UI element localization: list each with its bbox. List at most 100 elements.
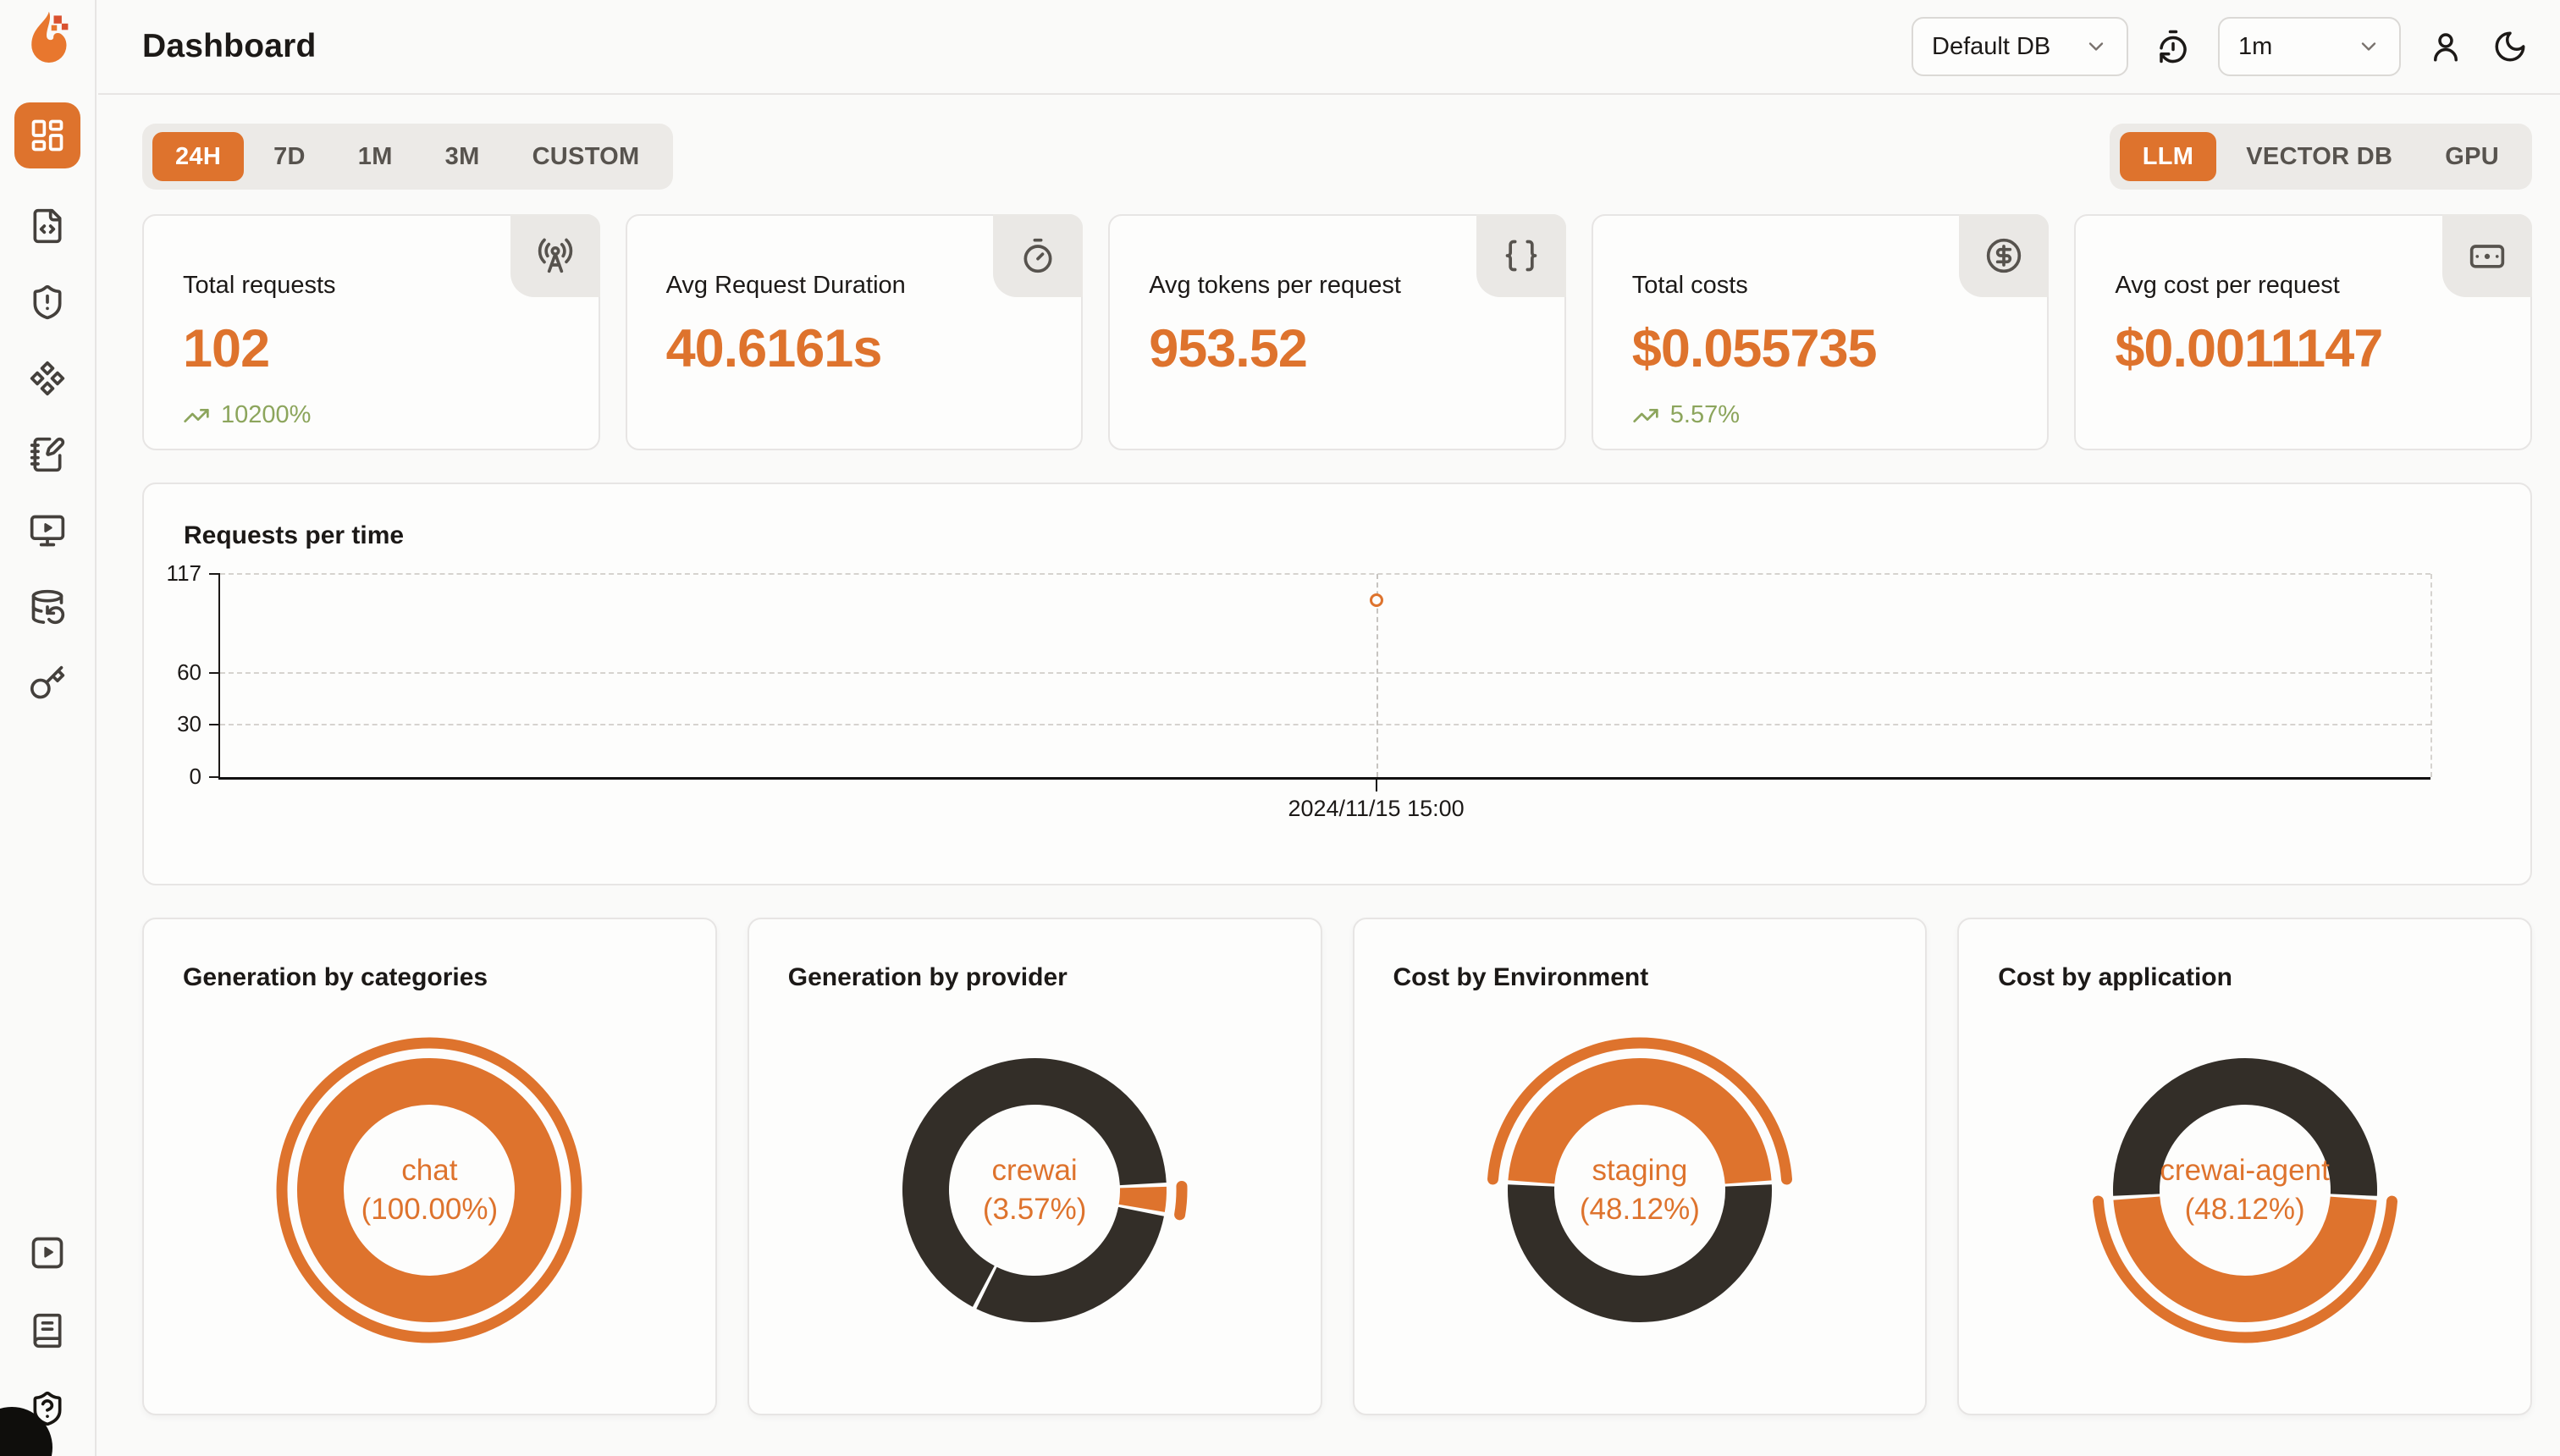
donut-label-name: crewai — [991, 1153, 1078, 1187]
toolbar: 24H 7D 1M 3M CUSTOM LLM VECTOR DB GPU — [142, 124, 2532, 190]
donut-label-percent: (48.12%) — [2184, 1193, 2305, 1226]
y-tick-mark — [209, 724, 220, 726]
database-select[interactable]: Default DB — [1912, 17, 2128, 76]
tab-gpu[interactable]: GPU — [2445, 142, 2499, 170]
sidebar-item-tutorials[interactable] — [29, 1234, 66, 1271]
stat-value: 953.52 — [1149, 319, 1308, 378]
stat-card-total-requests: Total requests 102 10200% — [142, 214, 600, 450]
sidebar-item-registry[interactable] — [29, 360, 66, 397]
monitor-play-icon — [29, 512, 66, 549]
sidebar-item-datasets[interactable] — [29, 588, 66, 626]
user-icon — [2428, 29, 2463, 64]
y-tick-label: 30 — [177, 711, 201, 737]
donut-label-percent: (100.00%) — [361, 1193, 499, 1226]
requests-per-time-card: Requests per time 117 60 30 0 2024/11/15 15:… — [142, 483, 2532, 885]
shield-question-icon — [29, 1390, 66, 1427]
stat-card-avg-tokens: Avg tokens per request 953.52 — [1108, 214, 1566, 450]
requests-per-time-chart: 117 60 30 0 2024/11/15 15:00 — [144, 560, 2530, 850]
stat-title: Avg Request Duration — [665, 272, 906, 299]
refresh-interval-button[interactable] — [2154, 27, 2193, 66]
generation-by-provider-card: Generation by provider crewai (3.57%) — [747, 918, 1322, 1415]
tab-24h[interactable]: 24H — [152, 132, 245, 181]
stat-title: Total requests — [183, 272, 336, 299]
sidebar-item-dashboard[interactable] — [14, 102, 80, 168]
sidebar-bottom-nav — [29, 1234, 66, 1427]
donut-label-percent: (3.57%) — [982, 1193, 1087, 1226]
layout-dashboard-icon — [29, 117, 66, 154]
tab-7d[interactable]: 7D — [273, 142, 306, 170]
database-backup-icon — [29, 588, 66, 626]
tab-3m[interactable]: 3M — [444, 142, 480, 170]
donut-label-name: chat — [401, 1153, 458, 1187]
key-icon — [29, 665, 66, 702]
donut-label-name: crewai-agent — [2160, 1153, 2330, 1187]
y-axis — [218, 574, 220, 777]
donut-chart — [276, 1037, 582, 1343]
timer-reset-icon — [2155, 29, 2191, 64]
donut-chart — [902, 1058, 1188, 1322]
stat-delta: 10200% — [183, 401, 560, 429]
stat-card-avg-cost: Avg cost per request $0.0011147 — [2074, 214, 2532, 450]
stat-delta-value: 5.57% — [1669, 401, 1741, 428]
tab-vector-db[interactable]: VECTOR DB — [2246, 142, 2393, 170]
sidebar-nav — [14, 102, 80, 702]
cost-by-environment-donut: staging (48.12%) — [1486, 1036, 1794, 1344]
file-code-icon — [29, 207, 66, 245]
resource-tabs: LLM VECTOR DB GPU — [2109, 124, 2532, 190]
stat-card-avg-duration: Avg Request Duration 40.6161s — [625, 214, 1084, 450]
donut-chart — [1487, 1037, 1792, 1322]
braces-icon — [1476, 214, 1566, 297]
gridline — [220, 573, 2430, 575]
donut-center-label: crewai (3.57%) — [880, 1036, 1189, 1344]
generation-by-categories-card: Generation by categories chat (100.00%) — [142, 918, 717, 1415]
sidebar-item-traces[interactable] — [29, 207, 66, 245]
app-logo[interactable] — [22, 8, 73, 72]
circle-dollar-sign-icon — [1959, 214, 2050, 297]
stat-delta-value: 10200% — [221, 401, 312, 428]
sidebar-item-api-keys[interactable] — [29, 665, 66, 702]
book-icon — [29, 1312, 66, 1349]
interval-select[interactable]: 1m — [2218, 17, 2401, 76]
account-button[interactable] — [2426, 27, 2465, 66]
timer-icon — [993, 214, 1084, 297]
database-select-value: Default DB — [1932, 32, 2051, 60]
stat-cards-row: Total requests 102 10200% Avg Request Du… — [142, 214, 2532, 450]
interval-select-value: 1m — [2238, 32, 2273, 60]
cost-by-application-card: Cost by application crewai-agent (48.12%… — [1957, 918, 2532, 1415]
pointer-line — [1376, 574, 1378, 777]
stat-value: 102 — [183, 319, 270, 378]
sidebar-item-evaluations[interactable] — [29, 512, 66, 549]
notebook-pen-icon — [29, 436, 66, 473]
donut-title: Generation by provider — [787, 963, 1068, 991]
trending-up-icon — [1632, 402, 1659, 429]
chevron-down-icon — [2357, 35, 2381, 58]
wallet-icon — [2441, 214, 2532, 297]
moon-icon — [2492, 29, 2528, 64]
y-tick-label: 0 — [189, 764, 201, 789]
tab-llm[interactable]: LLM — [2119, 132, 2217, 181]
sidebar-item-support[interactable] — [29, 1390, 66, 1427]
gridline — [220, 724, 2430, 726]
stat-value: $0.055735 — [1631, 319, 1878, 378]
tab-1m[interactable]: 1M — [357, 142, 393, 170]
generation-by-categories-donut: chat (100.00%) — [275, 1036, 583, 1344]
plot-right-border — [2430, 574, 2432, 777]
sidebar-item-playground[interactable] — [29, 436, 66, 473]
cost-by-environment-card: Cost by Environment staging (48.12%) — [1352, 918, 1928, 1415]
x-tick-mark — [1375, 780, 1377, 791]
donut-cards-row: Generation by categories chat (100.00%) … — [142, 918, 2532, 1415]
theme-toggle-button[interactable] — [2491, 27, 2530, 66]
gridline — [220, 671, 2430, 674]
donut-center-label: chat (100.00%) — [275, 1036, 583, 1344]
sidebar — [0, 0, 97, 1456]
sidebar-item-docs[interactable] — [29, 1312, 66, 1349]
radio-tower-icon — [510, 214, 600, 297]
header: Dashboard Default DB 1m — [98, 0, 2560, 95]
stat-value: $0.0011147 — [2115, 319, 2383, 378]
square-play-icon — [29, 1234, 66, 1271]
header-controls: Default DB 1m — [1912, 17, 2530, 76]
tab-custom[interactable]: CUSTOM — [532, 142, 640, 170]
sidebar-item-guardrails[interactable] — [29, 284, 66, 321]
stat-title: Avg tokens per request — [1149, 272, 1401, 299]
stat-value: 40.6161s — [665, 319, 883, 378]
